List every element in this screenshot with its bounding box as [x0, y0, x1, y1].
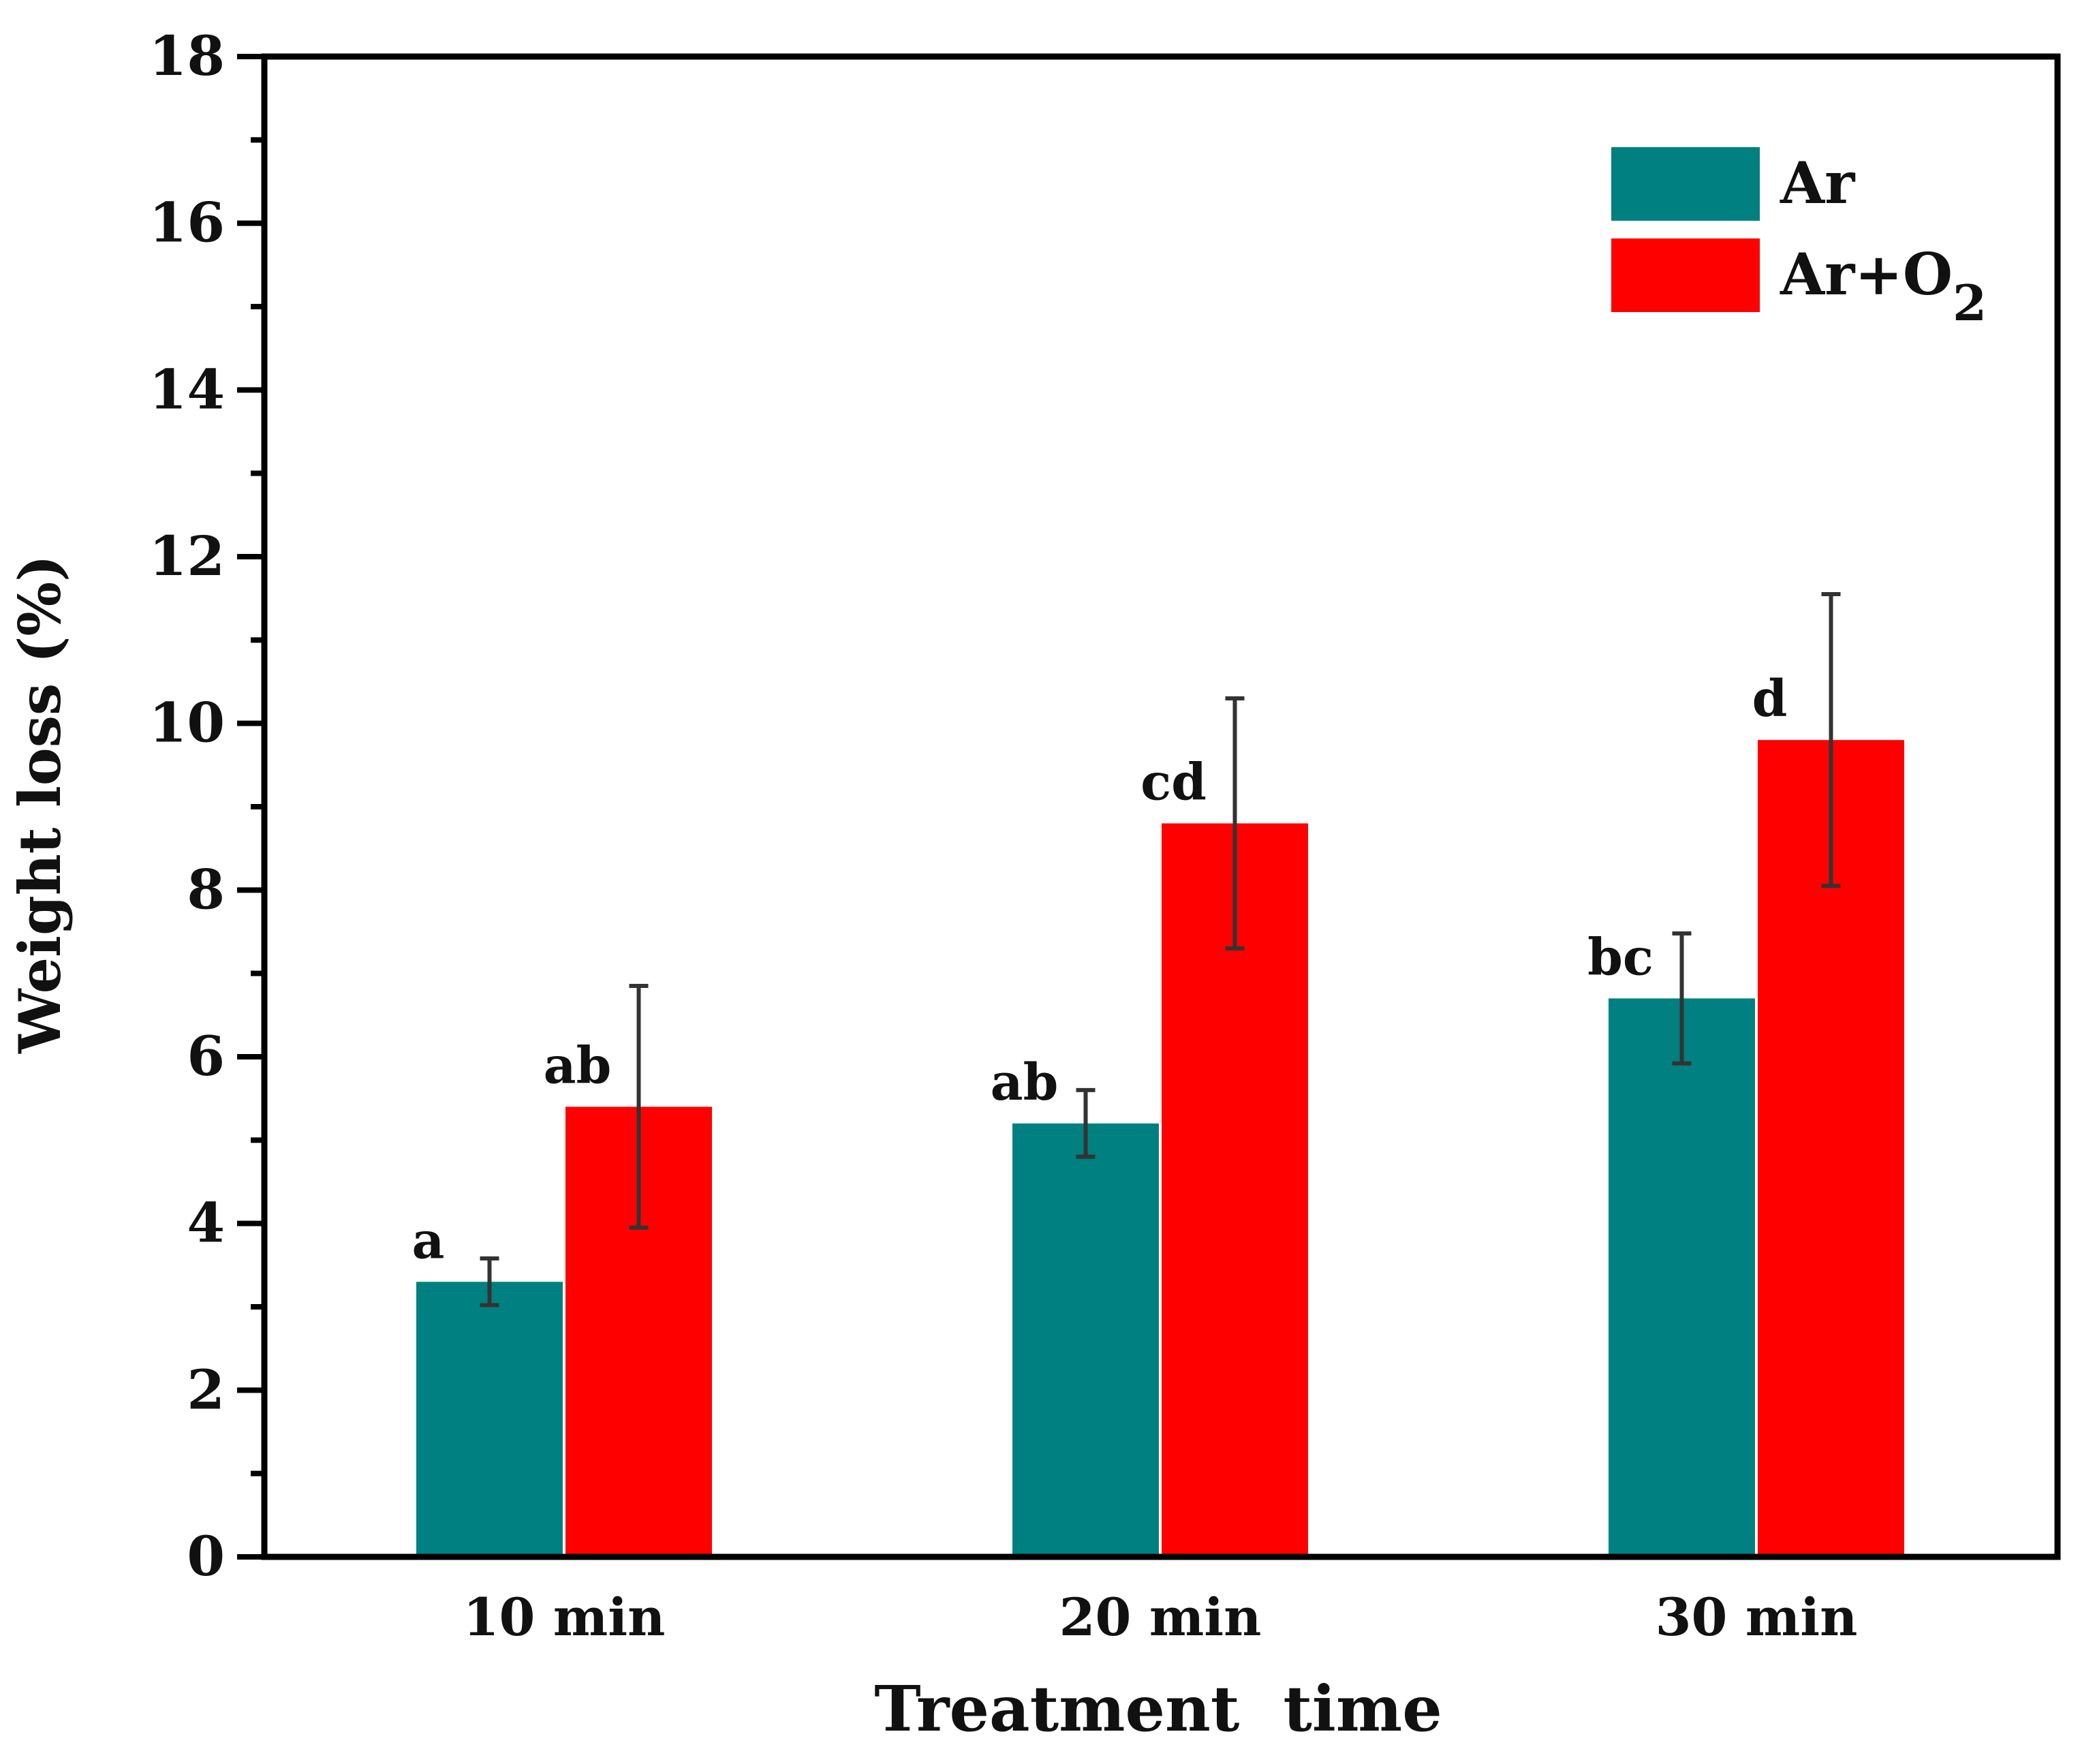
legend: Ar Ar+O2	[1611, 147, 1987, 332]
y-tick-label: 12	[149, 524, 225, 588]
significance-label: ab	[991, 1053, 1059, 1112]
axes-layer: 10 min 20 min 30 min 0 2 4 6 8 10 12 14 16 18	[149, 24, 2061, 1647]
y-axis-title: Weight loss (%)	[6, 555, 74, 1054]
x-axis-title: Treatment time	[874, 1672, 1442, 1746]
y-tick-label: 4	[187, 1191, 225, 1255]
bar-ar-1	[416, 1282, 563, 1557]
y-tick-label: 2	[187, 1357, 225, 1421]
significance-label: bc	[1587, 928, 1654, 987]
error-bars-layer	[480, 592, 1841, 1307]
y-tick-label: 14	[149, 357, 225, 421]
y-tick-label: 16	[149, 191, 225, 255]
significance-label: d	[1752, 670, 1788, 728]
significance-labels-layer: a ab ab cd bc d	[412, 670, 1788, 1270]
legend-swatch-2	[1611, 238, 1760, 312]
y-tick-label: 18	[149, 24, 225, 88]
bar-ar-2	[1012, 1123, 1159, 1557]
x-tick-label: 30 min	[1656, 1587, 1858, 1647]
y-tick-label: 8	[187, 857, 225, 921]
significance-label: a	[412, 1211, 445, 1270]
legend-label-2: Ar+O2	[1780, 241, 1987, 332]
significance-label: ab	[544, 1036, 612, 1095]
bar-ar-3	[1609, 998, 1755, 1557]
significance-label: cd	[1140, 753, 1207, 811]
y-tick-label: 0	[187, 1524, 225, 1588]
legend-label-1: Ar	[1780, 149, 1856, 217]
x-tick-label: 10 min	[463, 1587, 666, 1647]
legend-swatch-1	[1611, 147, 1760, 221]
y-tick-label: 6	[187, 1024, 225, 1088]
legend-subscript: 2	[1953, 274, 1987, 332]
y-tick-label: 10	[149, 691, 225, 755]
x-tick-label: 20 min	[1059, 1587, 1262, 1647]
